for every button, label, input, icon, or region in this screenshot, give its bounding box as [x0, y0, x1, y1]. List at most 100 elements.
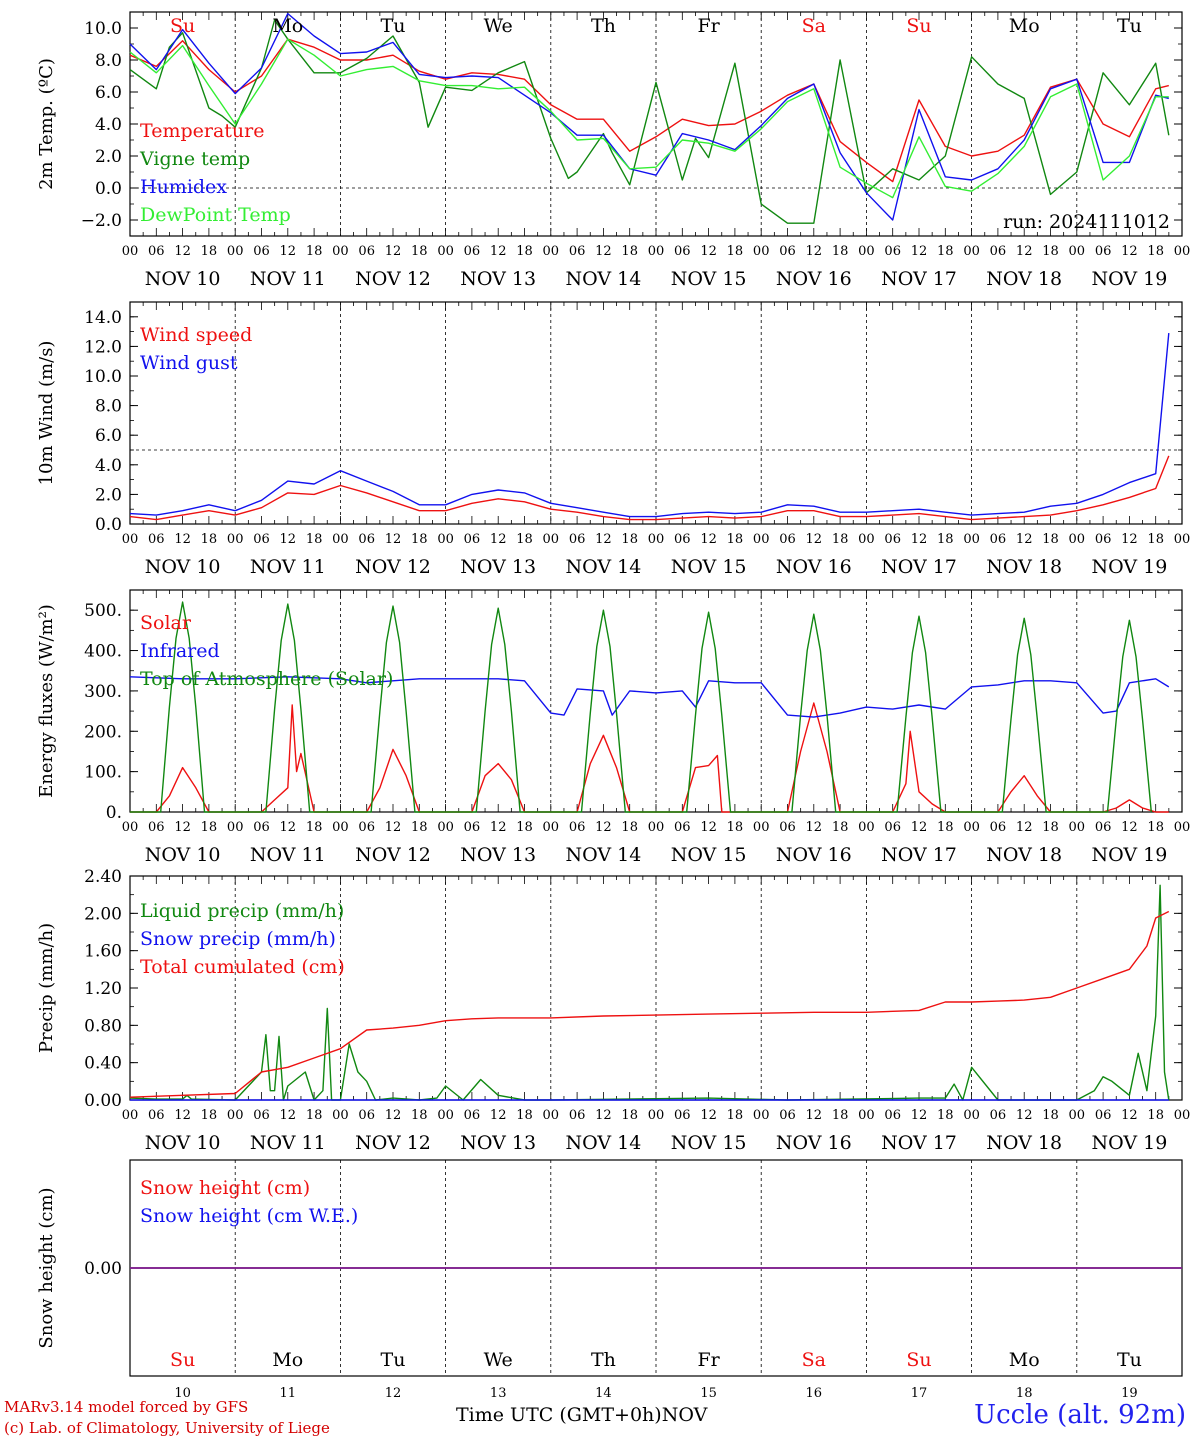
- hour-label: 00: [437, 820, 454, 835]
- date-label: NOV 14: [565, 556, 641, 578]
- hour-label: 06: [674, 244, 691, 259]
- hour-label: 00: [753, 532, 770, 547]
- hour-label: 18: [832, 820, 849, 835]
- date-label: NOV 11: [250, 268, 326, 290]
- y-tick-label: 100.: [84, 763, 122, 783]
- legend-entry: Solar: [140, 612, 192, 634]
- day-name: Su: [170, 15, 195, 37]
- y-tick-label: 0.0: [95, 179, 122, 199]
- date-label: NOV 17: [881, 1132, 957, 1154]
- hour-label: 12: [806, 244, 823, 259]
- time-axis-label: Time UTC (GMT+0h)NOV: [456, 1404, 707, 1426]
- date-label: NOV 13: [460, 1132, 536, 1154]
- model-credit: MARv3.14 model forced by GFS: [4, 1398, 249, 1416]
- hour-label: 06: [148, 244, 165, 259]
- y-tick-label: 0.80: [84, 1016, 122, 1036]
- hour-label: 12: [806, 820, 823, 835]
- date-label: NOV 18: [986, 844, 1062, 866]
- hour-label: 06: [990, 244, 1007, 259]
- hour-label: 00: [1069, 1108, 1086, 1123]
- hour-label: 00: [437, 244, 454, 259]
- hour-label: 12: [1121, 1108, 1138, 1123]
- y-axis-title: 10m Wind (m/s): [36, 341, 57, 486]
- date-label: NOV 18: [986, 268, 1062, 290]
- hour-label: 18: [1147, 532, 1164, 547]
- hour-label: 06: [464, 820, 481, 835]
- series-line-1: [129, 38, 1169, 183]
- hour-label: 18: [516, 820, 533, 835]
- panel-2: 14.0 12.0 10.0 8.0 6.0 4.0 2.0 0.0 10m Wind (m/s…: [36, 301, 1190, 578]
- hour-label: 06: [464, 1108, 481, 1123]
- day-number: 12: [385, 1386, 402, 1401]
- date-label: NOV 19: [1091, 268, 1167, 290]
- hour-label: 18: [1042, 244, 1059, 259]
- day-number: 11: [280, 1386, 297, 1401]
- hour-label: 06: [674, 820, 691, 835]
- day-name: Su: [170, 1349, 195, 1371]
- hour-label: 18: [306, 1108, 323, 1123]
- date-label: NOV 18: [986, 1132, 1062, 1154]
- y-tick-label: 8.0: [95, 397, 122, 417]
- date-label: NOV 10: [145, 268, 221, 290]
- legend-entry: Liquid precip (mm/h): [140, 900, 344, 922]
- legend-entry: DewPoint Temp: [140, 204, 291, 226]
- day-name: Tu: [381, 15, 406, 37]
- hour-label: 12: [1016, 532, 1033, 547]
- hour-label: 06: [884, 820, 901, 835]
- hour-label: 00: [332, 532, 349, 547]
- date-label: NOV 14: [565, 844, 641, 866]
- hour-label: 12: [280, 1108, 297, 1123]
- hour-label: 12: [1016, 244, 1033, 259]
- hour-label: 12: [911, 532, 928, 547]
- date-label: NOV 15: [671, 268, 747, 290]
- date-label: NOV 16: [776, 844, 852, 866]
- hour-label: 06: [884, 1108, 901, 1123]
- hour-label: 18: [201, 244, 218, 259]
- y-axis-title: Energy fluxes (W/m²): [36, 604, 57, 798]
- hour-label: 12: [174, 1108, 191, 1123]
- y-tick-label: 2.0: [95, 147, 122, 167]
- hour-label: 18: [306, 820, 323, 835]
- day-name: We: [484, 1349, 513, 1371]
- hour-label: 18: [727, 1108, 744, 1123]
- hour-label: 06: [884, 532, 901, 547]
- day-name: Mo: [272, 1349, 303, 1371]
- hour-label: 18: [727, 244, 744, 259]
- series-line-1: [130, 702, 1169, 813]
- hour-label: 00: [227, 244, 244, 259]
- day-name: Tu: [1117, 15, 1142, 37]
- day-name: Th: [591, 1349, 616, 1371]
- panel-4: 2.40 2.00 1.60 1.20 0.80 0.40 0.00 Precip (mm/h…: [36, 867, 1190, 1154]
- y-axis-title: Precip (mm/h): [36, 923, 57, 1053]
- hour-label: 00: [122, 244, 139, 259]
- hour-label: 06: [148, 532, 165, 547]
- hour-label: 18: [621, 532, 638, 547]
- hour-label: 18: [306, 532, 323, 547]
- hour-label: 00: [332, 244, 349, 259]
- hour-label: 00: [122, 820, 139, 835]
- date-label: NOV 12: [355, 268, 431, 290]
- y-tick-label: 1.60: [84, 942, 122, 962]
- hour-label: 12: [490, 820, 507, 835]
- y-tick-label: 2.00: [84, 904, 122, 924]
- day-name: Sa: [802, 15, 826, 37]
- y-tick-label: 12.0: [84, 337, 122, 357]
- hour-label: 00: [753, 820, 770, 835]
- hour-label: 00: [858, 244, 875, 259]
- date-label: NOV 14: [565, 1132, 641, 1154]
- hour-label: 18: [937, 1108, 954, 1123]
- hour-label: 12: [385, 1108, 402, 1123]
- hour-label: 18: [201, 820, 218, 835]
- hour-label: 06: [990, 1108, 1007, 1123]
- legend-entry: Wind gust: [140, 352, 238, 374]
- hour-label: 00: [963, 1108, 980, 1123]
- day-name: Tu: [1117, 1349, 1142, 1371]
- date-label: NOV 16: [776, 268, 852, 290]
- hour-label: 06: [148, 1108, 165, 1123]
- legend-entry: Snow height (cm W.E.): [140, 1205, 358, 1227]
- hour-label: 00: [543, 244, 560, 259]
- hour-label: 12: [700, 1108, 717, 1123]
- hour-label: 12: [1121, 532, 1138, 547]
- y-tick-label: 400.: [84, 642, 122, 662]
- run-label: run: 2024111012: [1003, 211, 1170, 233]
